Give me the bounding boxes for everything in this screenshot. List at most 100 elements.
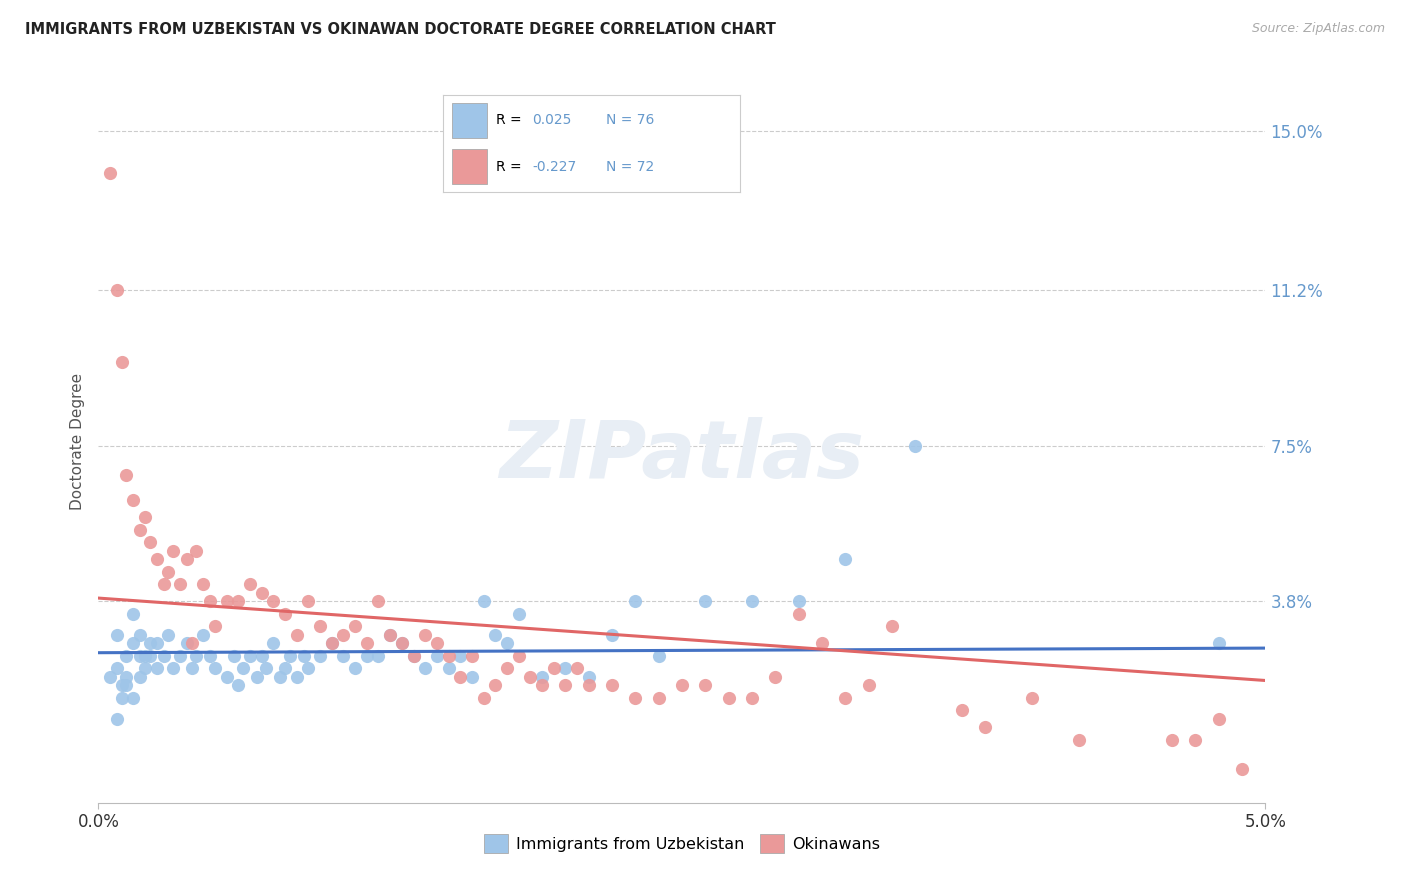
Point bbox=[297, 594, 319, 608]
Point bbox=[146, 636, 169, 650]
Point bbox=[437, 648, 460, 663]
Point bbox=[834, 690, 856, 705]
Point bbox=[157, 628, 180, 642]
Point bbox=[461, 670, 484, 684]
Point bbox=[426, 636, 449, 650]
Point bbox=[449, 670, 471, 684]
Point bbox=[204, 619, 226, 633]
Point bbox=[250, 648, 273, 663]
Point bbox=[285, 628, 308, 642]
Point bbox=[122, 607, 145, 621]
Point bbox=[134, 661, 156, 675]
Point bbox=[426, 648, 449, 663]
Point bbox=[741, 690, 763, 705]
Point bbox=[811, 636, 834, 650]
Point bbox=[904, 439, 927, 453]
Point bbox=[262, 636, 284, 650]
Point bbox=[115, 678, 138, 692]
Point bbox=[321, 636, 343, 650]
Point bbox=[484, 628, 506, 642]
Point bbox=[530, 678, 553, 692]
Point bbox=[834, 552, 856, 566]
Point bbox=[129, 628, 152, 642]
Text: Source: ZipAtlas.com: Source: ZipAtlas.com bbox=[1251, 22, 1385, 36]
Point bbox=[1021, 690, 1043, 705]
Point bbox=[624, 690, 647, 705]
Point bbox=[222, 648, 245, 663]
Point bbox=[115, 670, 138, 684]
Point bbox=[508, 607, 530, 621]
Point bbox=[215, 594, 238, 608]
Point bbox=[176, 636, 198, 650]
Point bbox=[105, 628, 128, 642]
Point bbox=[274, 661, 297, 675]
Point bbox=[129, 670, 152, 684]
Point bbox=[380, 628, 402, 642]
Point bbox=[344, 619, 367, 633]
Point bbox=[1161, 732, 1184, 747]
Point bbox=[413, 628, 436, 642]
Point bbox=[115, 468, 138, 483]
Point bbox=[111, 690, 134, 705]
Point bbox=[1067, 732, 1090, 747]
Point bbox=[186, 543, 208, 558]
Point bbox=[285, 670, 308, 684]
Point bbox=[122, 493, 145, 508]
Point bbox=[565, 661, 588, 675]
Point bbox=[413, 661, 436, 675]
Point bbox=[239, 577, 262, 591]
Point bbox=[391, 636, 413, 650]
Point bbox=[246, 670, 269, 684]
Point bbox=[321, 636, 343, 650]
Point bbox=[741, 594, 763, 608]
Point bbox=[1184, 732, 1206, 747]
Point bbox=[402, 648, 425, 663]
Point bbox=[332, 648, 354, 663]
Point bbox=[169, 577, 191, 591]
Point bbox=[111, 355, 134, 369]
Point bbox=[787, 594, 810, 608]
Point bbox=[472, 690, 495, 705]
Text: ZIPatlas: ZIPatlas bbox=[499, 417, 865, 495]
Point bbox=[200, 648, 222, 663]
Point bbox=[600, 678, 623, 692]
Point bbox=[624, 594, 647, 608]
Point bbox=[139, 648, 162, 663]
Point bbox=[309, 619, 332, 633]
Point bbox=[367, 594, 389, 608]
Point bbox=[695, 678, 717, 692]
Point bbox=[176, 552, 198, 566]
Point bbox=[256, 661, 278, 675]
Point bbox=[695, 594, 717, 608]
Point bbox=[180, 636, 202, 650]
Point bbox=[671, 678, 693, 692]
Point bbox=[204, 661, 226, 675]
Point bbox=[647, 648, 669, 663]
Point bbox=[129, 523, 152, 537]
Point bbox=[274, 607, 297, 621]
Point bbox=[543, 661, 565, 675]
Point bbox=[496, 661, 519, 675]
Point bbox=[554, 678, 576, 692]
Point bbox=[508, 648, 530, 663]
Point bbox=[402, 648, 425, 663]
Point bbox=[193, 577, 215, 591]
Point bbox=[332, 628, 354, 642]
Point bbox=[600, 628, 623, 642]
Point bbox=[554, 661, 576, 675]
Point bbox=[162, 543, 184, 558]
Point bbox=[292, 648, 315, 663]
Point bbox=[169, 648, 191, 663]
Point bbox=[717, 690, 740, 705]
Point bbox=[193, 628, 215, 642]
Point bbox=[250, 586, 273, 600]
Point bbox=[129, 648, 152, 663]
Point bbox=[578, 670, 600, 684]
Point bbox=[105, 661, 128, 675]
Legend: Immigrants from Uzbekistan, Okinawans: Immigrants from Uzbekistan, Okinawans bbox=[478, 828, 886, 860]
Point bbox=[200, 594, 222, 608]
Point bbox=[367, 648, 389, 663]
Point bbox=[484, 678, 506, 692]
Point bbox=[787, 607, 810, 621]
Point bbox=[105, 283, 128, 297]
